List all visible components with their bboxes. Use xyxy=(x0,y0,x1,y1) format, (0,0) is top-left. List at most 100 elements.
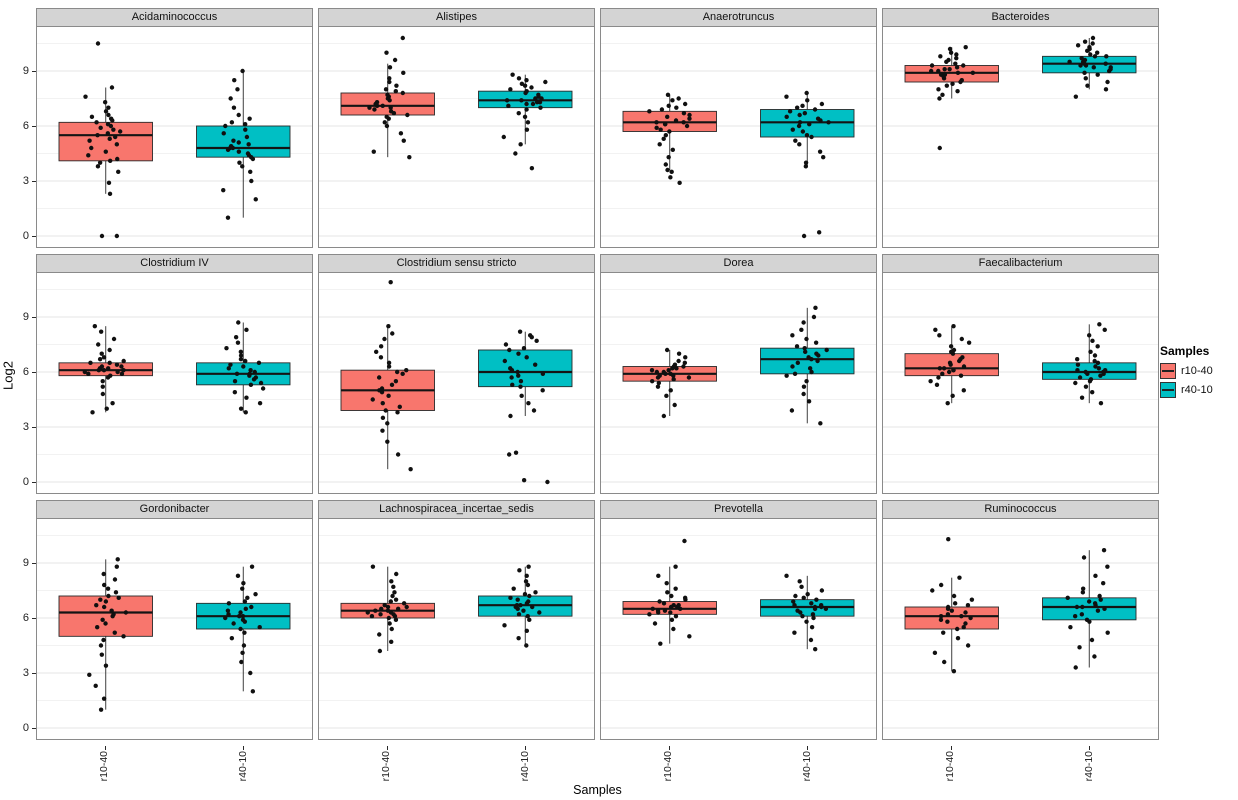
boxplot-r10-40 xyxy=(340,279,435,472)
y-tick-label: 6 xyxy=(22,366,29,378)
x-tick-mark xyxy=(668,746,670,750)
x-tick-mark xyxy=(243,746,245,750)
boxplot-r10-40 xyxy=(622,347,717,419)
boxplot-r10-40 xyxy=(904,44,999,151)
facet-panel-dorea: Dorea xyxy=(600,254,877,495)
y-tick-mark xyxy=(32,673,36,674)
boxplot-r40-10 xyxy=(760,573,855,652)
y-tick-mark xyxy=(32,563,36,564)
facet-title: Clostridium sensu stricto xyxy=(318,254,595,272)
boxplot-canvas xyxy=(37,289,312,483)
facet-title: Acidaminococcus xyxy=(36,8,313,26)
panel-grid: Acidaminococcus Alistipes Anaerotruncus Bac… xyxy=(36,8,1159,782)
boxplot-r40-10 xyxy=(760,90,855,239)
plot-area xyxy=(882,272,1159,494)
facet-panel-prevotella: Prevotella xyxy=(600,500,877,741)
y-tick-label: 9 xyxy=(22,65,29,77)
facet-title: Prevotella xyxy=(600,500,877,518)
legend: Samples r10-40 r40-10 xyxy=(1160,344,1236,401)
y-tick-label: 3 xyxy=(22,667,29,679)
facet-title: Faecalibacterium xyxy=(882,254,1159,272)
facet-panel-alistipes: Alistipes xyxy=(318,8,595,249)
facet-title: Dorea xyxy=(600,254,877,272)
boxplot-canvas xyxy=(601,43,876,239)
plot-area xyxy=(600,518,877,740)
plot-area xyxy=(318,272,595,494)
x-tick-label: r40-10 xyxy=(236,751,249,782)
facet-title: Lachnospiracea_incertae_sedis xyxy=(318,500,595,518)
plot-area xyxy=(36,26,313,248)
plot-area xyxy=(318,26,595,248)
y-tick-label: 6 xyxy=(22,120,29,132)
y-tick-mark xyxy=(32,181,36,182)
y-tick-label: 6 xyxy=(22,612,29,624)
x-tick-mark xyxy=(1089,746,1091,750)
boxplot-r40-10 xyxy=(196,320,291,415)
boxplot-r40-10 xyxy=(478,564,573,648)
boxplot-canvas xyxy=(883,535,1158,729)
x-tick-mark xyxy=(525,746,527,750)
facet-title: Clostridium IV xyxy=(36,254,313,272)
boxplot-r10-40 xyxy=(622,92,717,186)
boxplot-r10-40 xyxy=(904,323,999,406)
y-tick-mark xyxy=(32,482,36,483)
y-tick-mark xyxy=(32,317,36,318)
x-axis-ticks: r10-40 r40-10 xyxy=(600,746,877,782)
x-axis-ticks: r10-40 r40-10 xyxy=(318,746,595,782)
y-tick-mark xyxy=(32,618,36,619)
boxplot-canvas xyxy=(319,35,594,237)
x-tick-label: r10-40 xyxy=(662,751,675,782)
x-tick-mark xyxy=(950,746,952,750)
boxplot-r40-10 xyxy=(1042,322,1137,406)
boxplot-r40-10 xyxy=(196,564,291,694)
x-tick-label: r40-10 xyxy=(518,751,531,782)
y-tick-label: 0 xyxy=(22,476,29,488)
x-tick-label: r40-10 xyxy=(1082,751,1095,782)
y-tick-mark xyxy=(32,236,36,237)
y-tick-mark xyxy=(32,372,36,373)
boxplot-r10-40 xyxy=(58,41,153,239)
boxplot-r10-40 xyxy=(58,557,153,712)
plot-area xyxy=(318,518,595,740)
legend-key-label: r40-10 xyxy=(1181,384,1213,396)
facet-title: Gordonibacter xyxy=(36,500,313,518)
x-tick-label: r10-40 xyxy=(944,751,957,782)
facet-panel-anaerotruncus: Anaerotruncus xyxy=(600,8,877,249)
y-tick-label: 9 xyxy=(22,557,29,569)
facet-panel-faecalibacterium: Faecalibacterium xyxy=(882,254,1159,495)
y-tick-label: 0 xyxy=(22,230,29,242)
boxplot-key-icon xyxy=(1160,363,1176,379)
legend-key-r10-40: r10-40 xyxy=(1160,363,1236,379)
boxplot-r40-10 xyxy=(760,305,855,426)
boxplot-r40-10 xyxy=(1042,547,1137,670)
x-axis-ticks: r10-40 r40-10 xyxy=(882,746,1159,782)
boxplot-canvas xyxy=(319,535,594,729)
facet-panel-clostridium-iv: Clostridium IV xyxy=(36,254,313,495)
facet-title: Ruminococcus xyxy=(882,500,1159,518)
x-axis-title: Samples xyxy=(573,783,622,797)
boxplot-canvas xyxy=(883,289,1158,483)
y-tick-label: 0 xyxy=(22,722,29,734)
x-axis-ticks: r10-40 r40-10 xyxy=(36,746,313,782)
x-tick-mark xyxy=(104,746,106,750)
y-tick-mark xyxy=(32,728,36,729)
plot-area xyxy=(36,518,313,740)
plot-area xyxy=(600,272,877,494)
facet-panel-bacteroides: Bacteroides xyxy=(882,8,1159,249)
x-tick-label: r10-40 xyxy=(380,751,393,782)
boxplot-r40-10 xyxy=(196,68,291,220)
boxplot-r10-40 xyxy=(340,35,435,160)
y-tick-mark xyxy=(32,427,36,428)
boxplot-canvas xyxy=(601,535,876,729)
boxplot-r10-40 xyxy=(904,536,999,674)
facet-title: Anaerotruncus xyxy=(600,8,877,26)
boxplot-r10-40 xyxy=(58,323,153,415)
legend-key-r40-10: r40-10 xyxy=(1160,382,1236,398)
plot-area xyxy=(36,272,313,494)
boxplot-canvas xyxy=(601,289,876,483)
boxplot-canvas xyxy=(883,35,1158,237)
facet-panel-ruminococcus: Ruminococcus xyxy=(882,500,1159,741)
plot-area xyxy=(882,518,1159,740)
boxplot-r40-10 xyxy=(478,329,573,485)
facet-panel-gordonibacter: Gordonibacter xyxy=(36,500,313,741)
